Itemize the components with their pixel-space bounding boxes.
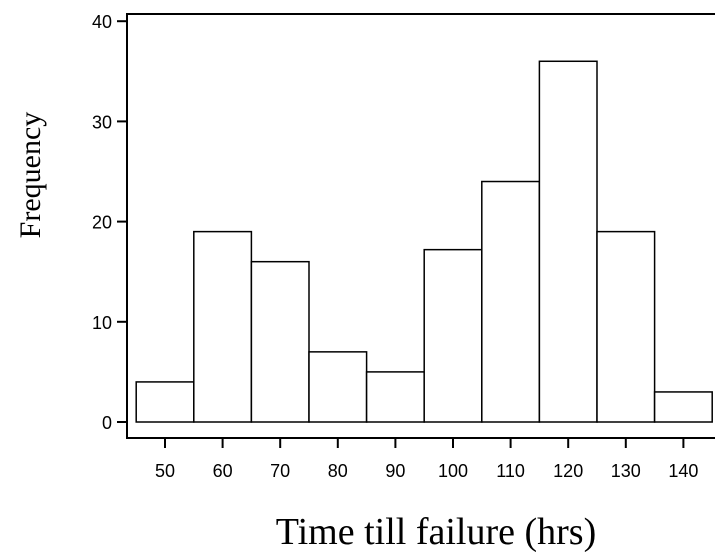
- histogram-bar-0: [135, 381, 195, 423]
- x-tick-label: 90: [385, 461, 405, 481]
- x-tick-label: 50: [155, 461, 175, 481]
- y-axis-title: Frequency: [14, 112, 47, 239]
- histogram-bar-9: [653, 391, 713, 423]
- y-tick-label: 0: [102, 413, 112, 433]
- x-tick-label: 60: [213, 461, 233, 481]
- x-tick-label: 140: [668, 461, 698, 481]
- x-axis-ticks: 50 60 70 80 90 100 110 120 130 140: [155, 438, 698, 481]
- histogram-bar-6: [481, 180, 541, 423]
- histogram-bar-5: [423, 248, 483, 423]
- histogram-bar-4: [365, 371, 425, 423]
- x-tick-label: 110: [496, 461, 525, 481]
- histogram-bar-1: [193, 230, 253, 423]
- histogram-bar-2: [250, 260, 310, 423]
- x-tick-label: 100: [438, 461, 468, 481]
- x-tick-label: 120: [553, 461, 583, 481]
- x-tick-label: 130: [611, 461, 641, 481]
- y-tick-label: 30: [92, 112, 112, 132]
- x-tick-label: 80: [328, 461, 348, 481]
- x-axis-title: Time till failure (hrs): [276, 511, 597, 552]
- x-tick-label: 70: [270, 461, 290, 481]
- histogram-bar-7: [538, 60, 598, 423]
- y-axis-ticks: 0 10 20 30 40: [92, 12, 127, 433]
- histogram-bar-8: [596, 230, 656, 423]
- y-tick-label: 20: [92, 213, 112, 233]
- histogram-bar-3: [308, 351, 368, 423]
- histogram-bars: [135, 60, 713, 423]
- y-tick-label: 40: [92, 12, 112, 32]
- y-tick-label: 10: [92, 313, 112, 333]
